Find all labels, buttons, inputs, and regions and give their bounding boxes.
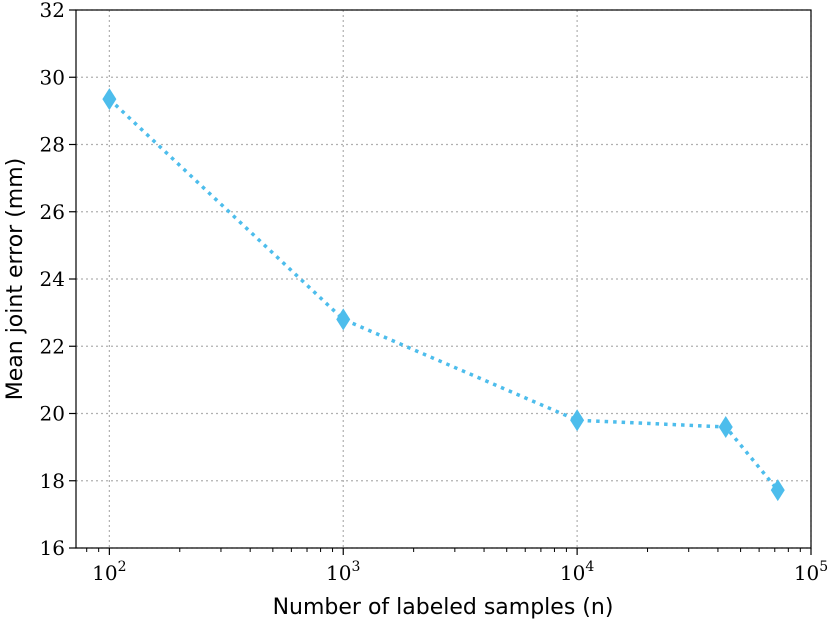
series-line [108,97,780,492]
x-axis-label: Number of labeled samples (n) [273,595,614,620]
data-point-diamond [718,415,733,438]
y-tick-label: 20 [40,402,65,426]
data-point-diamond [102,88,117,111]
y-tick-label: 22 [40,334,65,358]
data-point-diamond [770,479,785,502]
y-tick-label: 32 [40,0,65,22]
data-point-diamond [570,409,585,432]
y-tick-label: 30 [40,65,65,89]
series-group [102,88,785,502]
y-tick-label: 18 [40,469,65,493]
data-point-diamond [336,308,351,331]
x-tick-label: 103 [326,559,360,585]
y-axis-label: Mean joint error (mm) [3,158,28,400]
y-tick-label: 24 [40,267,65,291]
grid [76,9,812,549]
y-tick-label: 26 [40,200,65,224]
y-tick-label: 16 [40,536,65,560]
y-tick-label: 28 [40,133,65,157]
x-tick-label: 105 [794,559,828,585]
ticks: 16 18 20 22 24 26 28 30 32 102 103 104 105 [40,0,829,585]
x-tick-label: 104 [560,559,594,585]
x-tick-label: 102 [92,559,126,585]
